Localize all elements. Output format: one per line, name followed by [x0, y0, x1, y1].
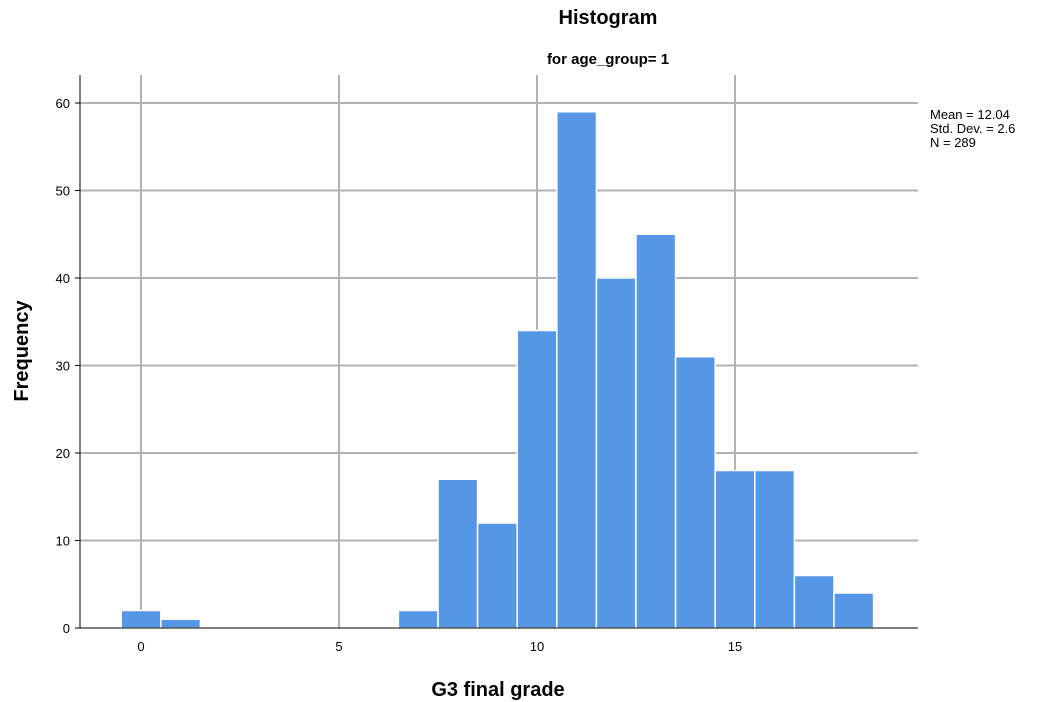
y-tick-label: 20	[56, 446, 70, 461]
y-tick-label: 50	[56, 184, 70, 199]
histogram-bar	[120, 609, 162, 629]
stats-std-dev: Std. Dev. = 2.6	[930, 121, 1015, 136]
histogram-bar	[437, 478, 479, 629]
y-tick-label: 40	[56, 271, 70, 286]
histogram-bar	[516, 329, 558, 629]
y-tick-label: 0	[63, 621, 70, 636]
histogram-bar	[160, 618, 202, 629]
y-tick-label: 30	[56, 359, 70, 374]
y-axis-label: Frequency	[11, 300, 33, 402]
axis-layer	[75, 75, 918, 629]
tick-labels-layer: 0 10 20 30 40 50 60 0 5 10 15	[56, 96, 743, 654]
chart-subtitle: for age_group= 1	[547, 51, 669, 68]
bars-layer	[120, 111, 875, 629]
histogram-bar	[556, 111, 598, 629]
histogram-bar	[674, 356, 716, 629]
histogram-bar	[833, 592, 875, 629]
histogram-bar	[714, 469, 756, 629]
y-tick-label: 10	[56, 534, 70, 549]
chart-title: Histogram	[559, 7, 658, 29]
histogram-bar	[754, 469, 796, 629]
y-tick-label: 60	[56, 96, 70, 111]
histogram-bar	[595, 277, 637, 629]
histogram-bar	[635, 233, 677, 629]
x-axis-label: G3 final grade	[431, 679, 564, 701]
x-tick-label: 5	[335, 639, 342, 654]
x-tick-label: 15	[728, 639, 742, 654]
stats-box: Mean = 12.04 Std. Dev. = 2.6 N = 289	[930, 107, 1015, 150]
x-tick-label: 0	[137, 639, 144, 654]
histogram-bar	[397, 609, 439, 629]
x-tick-label: 10	[530, 639, 544, 654]
histogram-bar	[476, 522, 518, 629]
stats-mean: Mean = 12.04	[930, 107, 1010, 122]
stats-n: N = 289	[930, 135, 976, 150]
histogram-bar	[793, 574, 835, 629]
